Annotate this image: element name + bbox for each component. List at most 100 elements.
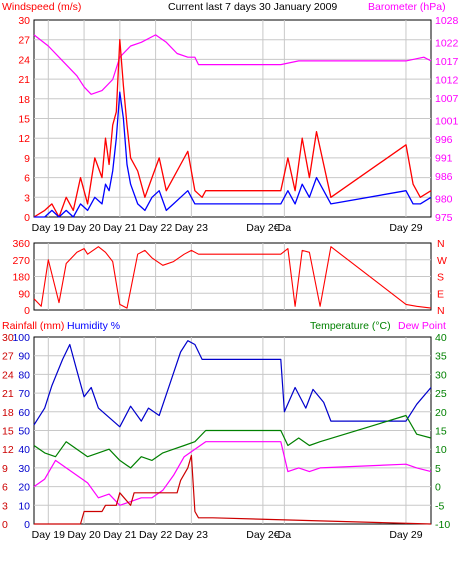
dew-point-line <box>33 441 432 506</box>
wind-day-label: Day 19 <box>32 222 65 234</box>
direction-tick: 0 <box>24 305 30 317</box>
windspeed-tick: 18 <box>18 94 30 106</box>
rainfall-tick: 21 <box>2 388 14 400</box>
rainfall-label: Rainfall (mm) <box>2 320 64 332</box>
windspeed-average-line <box>34 91 432 218</box>
wind-day-label: Day 29 <box>389 222 422 234</box>
temp-day-label: Day 23 <box>175 529 208 541</box>
barometer-tick: 1012 <box>435 74 459 86</box>
compass-label: N <box>437 238 445 250</box>
humidity-tick: 30 <box>18 463 30 475</box>
barometer-tick: 986 <box>435 171 453 183</box>
windspeed-tick: 27 <box>18 35 30 47</box>
temperature-tick: 0 <box>435 482 441 494</box>
humidity-line <box>33 340 432 428</box>
windspeed-tick: 24 <box>18 54 30 66</box>
windspeed-tick: 0 <box>24 212 30 224</box>
temperature-tick: 35 <box>435 351 447 363</box>
humidity-tick: 20 <box>18 482 30 494</box>
humidity-tick: 50 <box>18 426 30 438</box>
windspeed-tick: 9 <box>24 153 30 165</box>
wind-day-label: Day 22 <box>139 222 172 234</box>
humidity-tick: 90 <box>18 351 30 363</box>
humidity-tick: 80 <box>18 369 30 381</box>
chart-title: Current last 7 days 30 January 2009 <box>168 1 337 13</box>
humidity-tick: 60 <box>18 407 30 419</box>
wind-day-label: Day 2€ <box>246 222 279 234</box>
humidity-tick: 70 <box>18 388 30 400</box>
wind-direction-line <box>33 246 432 309</box>
windspeed-tick: 21 <box>18 74 30 86</box>
temp-day-label: Da <box>278 529 292 541</box>
windspeed-tick: 3 <box>24 192 30 204</box>
temp-day-label: Day 22 <box>139 529 172 541</box>
humidity-tick: 100 <box>12 332 30 344</box>
temperature-tick: 5 <box>435 463 441 475</box>
rainfall-tick: 12 <box>2 444 14 456</box>
rainfall-tick: 24 <box>2 369 14 381</box>
rainfall-tick: 9 <box>2 463 8 475</box>
humidity-tick: 0 <box>24 519 30 531</box>
humidity-tick: 10 <box>18 500 30 512</box>
temperature-tick: -5 <box>435 500 444 512</box>
temperature-tick: 30 <box>435 369 447 381</box>
temperature-tick: 20 <box>435 407 447 419</box>
humidity-tick: 40 <box>18 444 30 456</box>
rainfall-tick: 3 <box>2 500 8 512</box>
barometer-tick: 980 <box>435 193 453 205</box>
barometer-tick: 1007 <box>435 93 459 105</box>
compass-label: W <box>437 255 447 267</box>
rainfall-tick: 15 <box>2 426 14 438</box>
windspeed-tick: 30 <box>18 15 30 27</box>
barometer-tick: 1001 <box>435 115 459 127</box>
barometer-tick: 1017 <box>435 56 459 68</box>
wind-day-label: Da <box>278 222 292 234</box>
barometer-tick: 991 <box>435 153 453 165</box>
humidity-label: Humidity % <box>67 320 120 332</box>
rainfall-tick: 6 <box>2 482 8 494</box>
wind-day-label: Day 20 <box>67 222 100 234</box>
temperature-tick: -10 <box>435 519 450 531</box>
temp-day-label: Day 2€ <box>246 529 279 541</box>
wind-day-label: Day 21 <box>103 222 136 234</box>
direction-tick: 180 <box>12 272 30 284</box>
temperature-label: Temperature (°C) <box>310 320 391 332</box>
temperature-tick: 15 <box>435 426 447 438</box>
rainfall-line <box>34 454 432 525</box>
wind-day-label: Day 23 <box>175 222 208 234</box>
barometer-label: Barometer (hPa) <box>368 1 446 13</box>
temperature-line <box>33 414 432 469</box>
windspeed-tick: 15 <box>18 114 30 126</box>
temperature-tick: 25 <box>435 388 447 400</box>
windspeed-gust-line <box>33 39 432 218</box>
rainfall-tick: 30 <box>2 332 14 344</box>
compass-label: E <box>437 288 444 300</box>
windspeed-tick: 12 <box>18 133 30 145</box>
barometer-tick: 975 <box>435 212 453 224</box>
wind-barometer-panel: 0 3 6 9 12 15 18 21 24 27 30 975 980 986 991 996 1001 100… <box>18 15 458 234</box>
temperature-tick: 10 <box>435 444 447 456</box>
barometer-line <box>33 34 432 95</box>
rainfall-tick: 18 <box>2 407 14 419</box>
barometer-tick: 1028 <box>435 15 459 27</box>
direction-tick: 360 <box>12 238 30 250</box>
rainfall-tick: 0 <box>2 519 8 531</box>
temp-day-label: Day 29 <box>389 529 422 541</box>
compass-label: N <box>437 305 445 317</box>
direction-tick: 270 <box>12 255 30 267</box>
compass-label: S <box>437 272 444 284</box>
dew-point-label: Dew Point <box>398 320 446 332</box>
barometer-tick: 996 <box>435 134 453 146</box>
barometer-tick: 1022 <box>435 37 459 49</box>
temperature-tick: 40 <box>435 332 447 344</box>
temp-day-label: Day 20 <box>67 529 100 541</box>
windspeed-tick: 6 <box>24 173 30 185</box>
temp-day-label: Day 21 <box>103 529 136 541</box>
temp-day-label: Day 19 <box>32 529 65 541</box>
rainfall-tick: 27 <box>2 351 14 363</box>
windspeed-label: Windspeed (m/s) <box>2 1 81 13</box>
rain-humidity-temp-panel: 0369121518212427300102030405060708090100… <box>2 332 450 541</box>
